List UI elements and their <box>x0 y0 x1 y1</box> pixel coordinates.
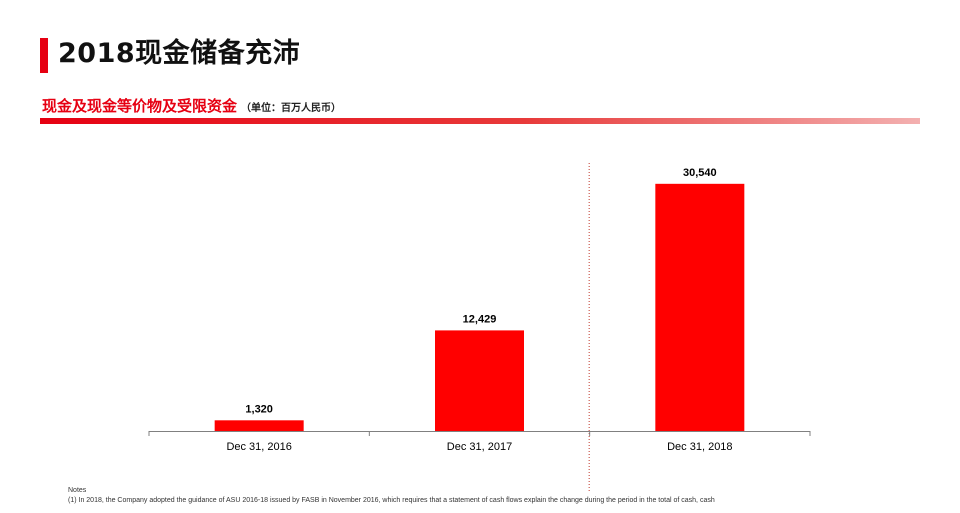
x-tick-label: Dec 31, 2018 <box>667 441 732 453</box>
section-divider-rule <box>40 118 920 124</box>
x-tick-label: Dec 31, 2017 <box>447 441 512 453</box>
notes-section: Notes (1) In 2018, the Company adopted t… <box>68 486 868 506</box>
notes-heading: Notes <box>68 487 87 494</box>
page-title: 2018现金储备充沛 <box>58 38 301 69</box>
bar <box>655 183 745 431</box>
bar-value-label: 30,540 <box>683 167 717 179</box>
notes-line: (1) In 2018, the Company adopted the gui… <box>68 497 715 504</box>
unit-label: （单位：百万人民币） <box>241 103 342 114</box>
section-header: 现金及现金等价物及受限资金 （单位：百万人民币） <box>42 96 341 116</box>
bar-value-label: 1,320 <box>245 403 273 415</box>
title-accent-bar <box>40 38 48 73</box>
x-tick-label: Dec 31, 2016 <box>226 441 291 453</box>
section-subtitle: 现金及现金等价物及受限资金 <box>42 97 238 115</box>
bar-value-label: 12,429 <box>463 313 497 325</box>
bar <box>214 420 304 431</box>
bar <box>435 330 524 431</box>
